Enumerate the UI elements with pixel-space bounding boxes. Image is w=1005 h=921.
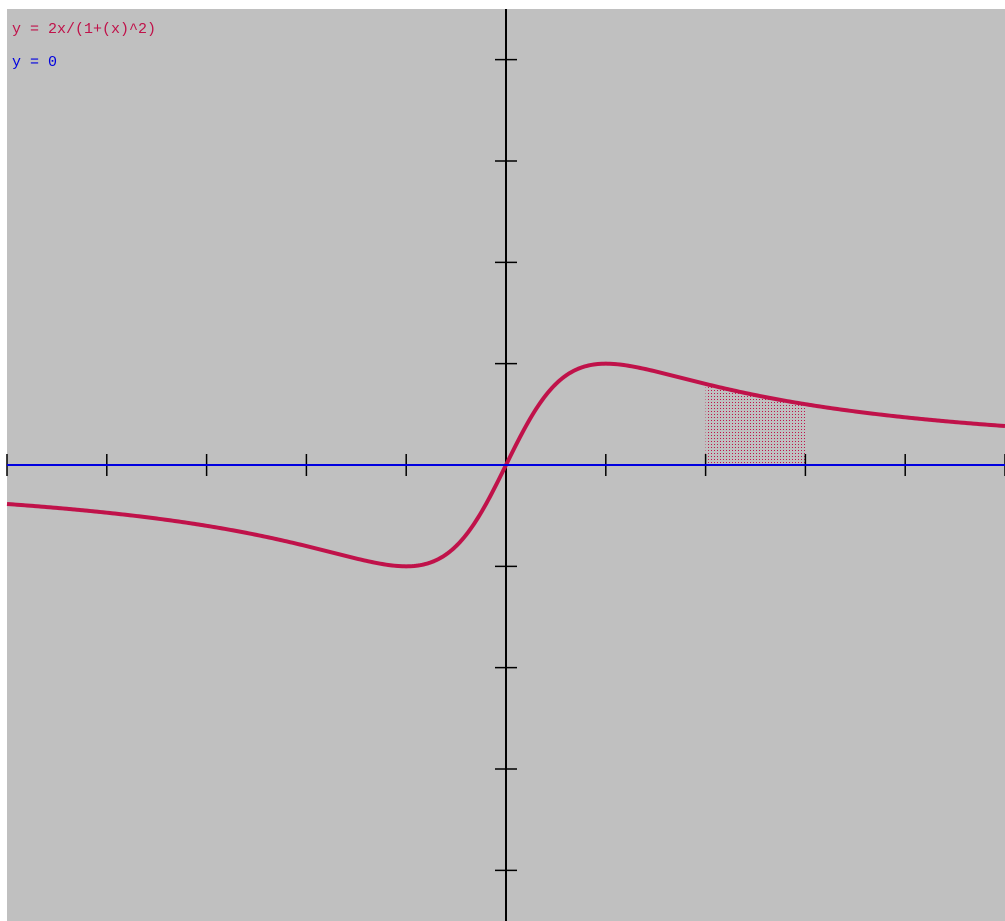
shaded-area-layer [705, 383, 806, 465]
legend-layer: y = 2x/(1+(x)^2) y = 0 [12, 21, 156, 71]
series-layer [6, 361, 1005, 569]
shaded-area [705, 383, 806, 465]
legend-label: y = 2x/(1+(x)^2) [12, 21, 156, 38]
legend-label: y = 0 [12, 54, 57, 71]
